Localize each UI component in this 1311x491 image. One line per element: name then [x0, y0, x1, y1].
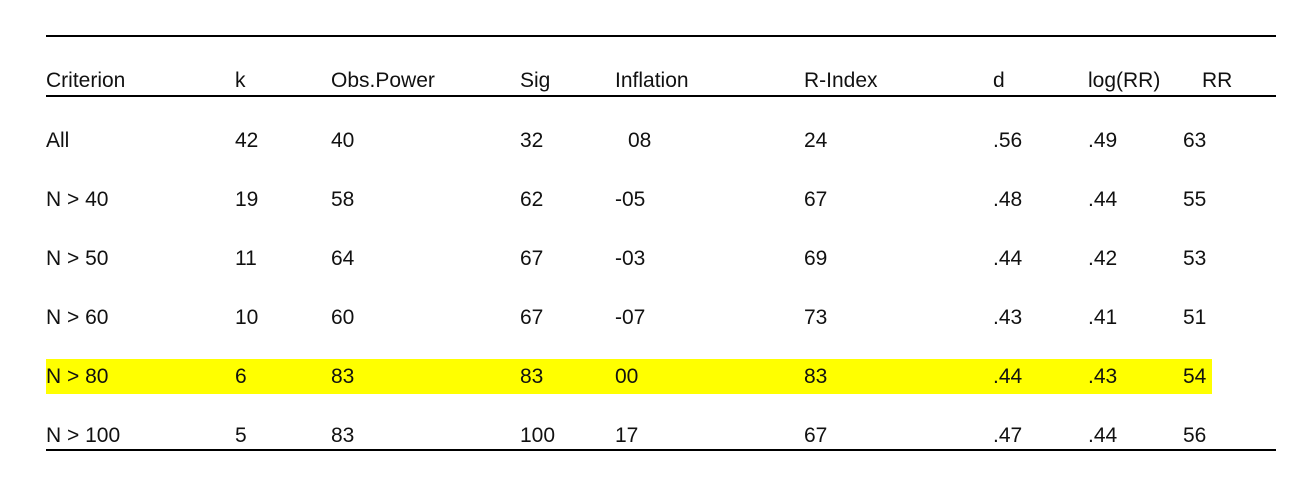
table-cell: 54: [1183, 365, 1207, 388]
table-cell: 100: [520, 424, 556, 447]
table-cell: 83: [804, 365, 828, 388]
table-cell: 32: [520, 129, 544, 152]
table-cell: 19: [235, 188, 259, 211]
row-label: All: [46, 129, 70, 152]
table-cell: 83: [331, 365, 355, 388]
table-cell: 83: [331, 424, 355, 447]
table-cell: 08: [628, 129, 652, 152]
table-cell: .44: [1088, 188, 1118, 211]
table-cell: 62: [520, 188, 544, 211]
table-cell: 58: [331, 188, 355, 211]
table-cell: 67: [804, 424, 828, 447]
table-cell: 56: [1183, 424, 1207, 447]
table-cell: -05: [615, 188, 646, 211]
table-cell: 10: [235, 306, 259, 329]
table-cell: .43: [1088, 365, 1118, 388]
table-cell: 63: [1183, 129, 1207, 152]
table-cell: -07: [615, 306, 646, 329]
table-cell: 67: [520, 247, 544, 270]
top-rule: [46, 35, 1276, 37]
table-cell: 64: [331, 247, 355, 270]
table-cell: 6: [235, 365, 247, 388]
column-header: Criterion: [46, 69, 126, 92]
table-cell: 00: [615, 365, 639, 388]
table-cell: 5: [235, 424, 247, 447]
table-cell: .41: [1088, 306, 1118, 329]
row-label: N > 80: [46, 365, 109, 388]
column-header: Obs.Power: [331, 69, 435, 92]
table-cell: .42: [1088, 247, 1118, 270]
table-cell: .44: [1088, 424, 1118, 447]
table-cell: 55: [1183, 188, 1207, 211]
table-cell: 53: [1183, 247, 1207, 270]
table-cell: 67: [804, 188, 828, 211]
row-label: N > 40: [46, 188, 109, 211]
column-header: Sig: [520, 69, 551, 92]
column-header: RR: [1202, 69, 1233, 92]
table-cell: .43: [993, 306, 1023, 329]
table-cell: 73: [804, 306, 828, 329]
table-cell: 24: [804, 129, 828, 152]
table-cell: 51: [1183, 306, 1207, 329]
column-header: k: [235, 69, 246, 92]
header-rule: [46, 95, 1276, 97]
column-header: R-Index: [804, 69, 878, 92]
table-cell: .48: [993, 188, 1023, 211]
column-header: d: [993, 69, 1005, 92]
table-cell: .56: [993, 129, 1023, 152]
table-cell: 60: [331, 306, 355, 329]
table-cell: 40: [331, 129, 355, 152]
row-label: N > 50: [46, 247, 109, 270]
table-cell: 42: [235, 129, 259, 152]
table-cell: .49: [1088, 129, 1118, 152]
column-header: Inflation: [615, 69, 689, 92]
row-label: N > 60: [46, 306, 109, 329]
row-highlight: [46, 359, 1212, 394]
row-label: N > 100: [46, 424, 121, 447]
table-cell: 69: [804, 247, 828, 270]
bottom-rule: [46, 449, 1276, 451]
table-cell: -03: [615, 247, 646, 270]
table-cell: .44: [993, 365, 1023, 388]
table-cell: .44: [993, 247, 1023, 270]
column-header: log(RR): [1088, 69, 1161, 92]
table-cell: 17: [615, 424, 639, 447]
table-cell: 67: [520, 306, 544, 329]
table-cell: 83: [520, 365, 544, 388]
table-cell: .47: [993, 424, 1023, 447]
table-cell: 11: [235, 247, 257, 270]
